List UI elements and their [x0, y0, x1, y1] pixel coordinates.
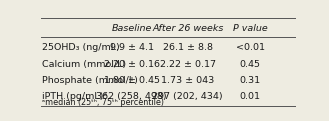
Text: P value: P value: [233, 24, 267, 34]
Text: 362 (258, 498): 362 (258, 498): [96, 92, 167, 102]
Text: 0.45: 0.45: [240, 60, 261, 69]
Text: 25OHD₃ (ng/mL): 25OHD₃ (ng/mL): [42, 43, 120, 52]
Text: After 26 weeks: After 26 weeks: [152, 24, 223, 34]
Text: 1.80 ± 0.45: 1.80 ± 0.45: [104, 76, 160, 85]
Text: Calcium (mmol/L): Calcium (mmol/L): [42, 60, 127, 69]
Text: 1.73 ± 043: 1.73 ± 043: [161, 76, 215, 85]
Text: iPTH (pg/mL)ᵃ: iPTH (pg/mL)ᵃ: [42, 92, 108, 102]
Text: Phosphate (mmol/L): Phosphate (mmol/L): [42, 76, 138, 85]
Text: 26.1 ± 8.8: 26.1 ± 8.8: [163, 43, 213, 52]
Text: 9.9 ± 4.1: 9.9 ± 4.1: [110, 43, 154, 52]
Text: 0.31: 0.31: [240, 76, 261, 85]
Text: 0.01: 0.01: [240, 92, 261, 102]
Text: 2.22 ± 0.17: 2.22 ± 0.17: [160, 60, 216, 69]
Text: 2.20 ± 0.16: 2.20 ± 0.16: [104, 60, 160, 69]
Text: Baseline: Baseline: [112, 24, 152, 34]
Text: 297 (202, 434): 297 (202, 434): [152, 92, 223, 102]
Text: <0.01: <0.01: [236, 43, 265, 52]
Text: ᵃmedian (25ᵗʰ, 75ᵗʰ percentile): ᵃmedian (25ᵗʰ, 75ᵗʰ percentile): [42, 98, 164, 107]
